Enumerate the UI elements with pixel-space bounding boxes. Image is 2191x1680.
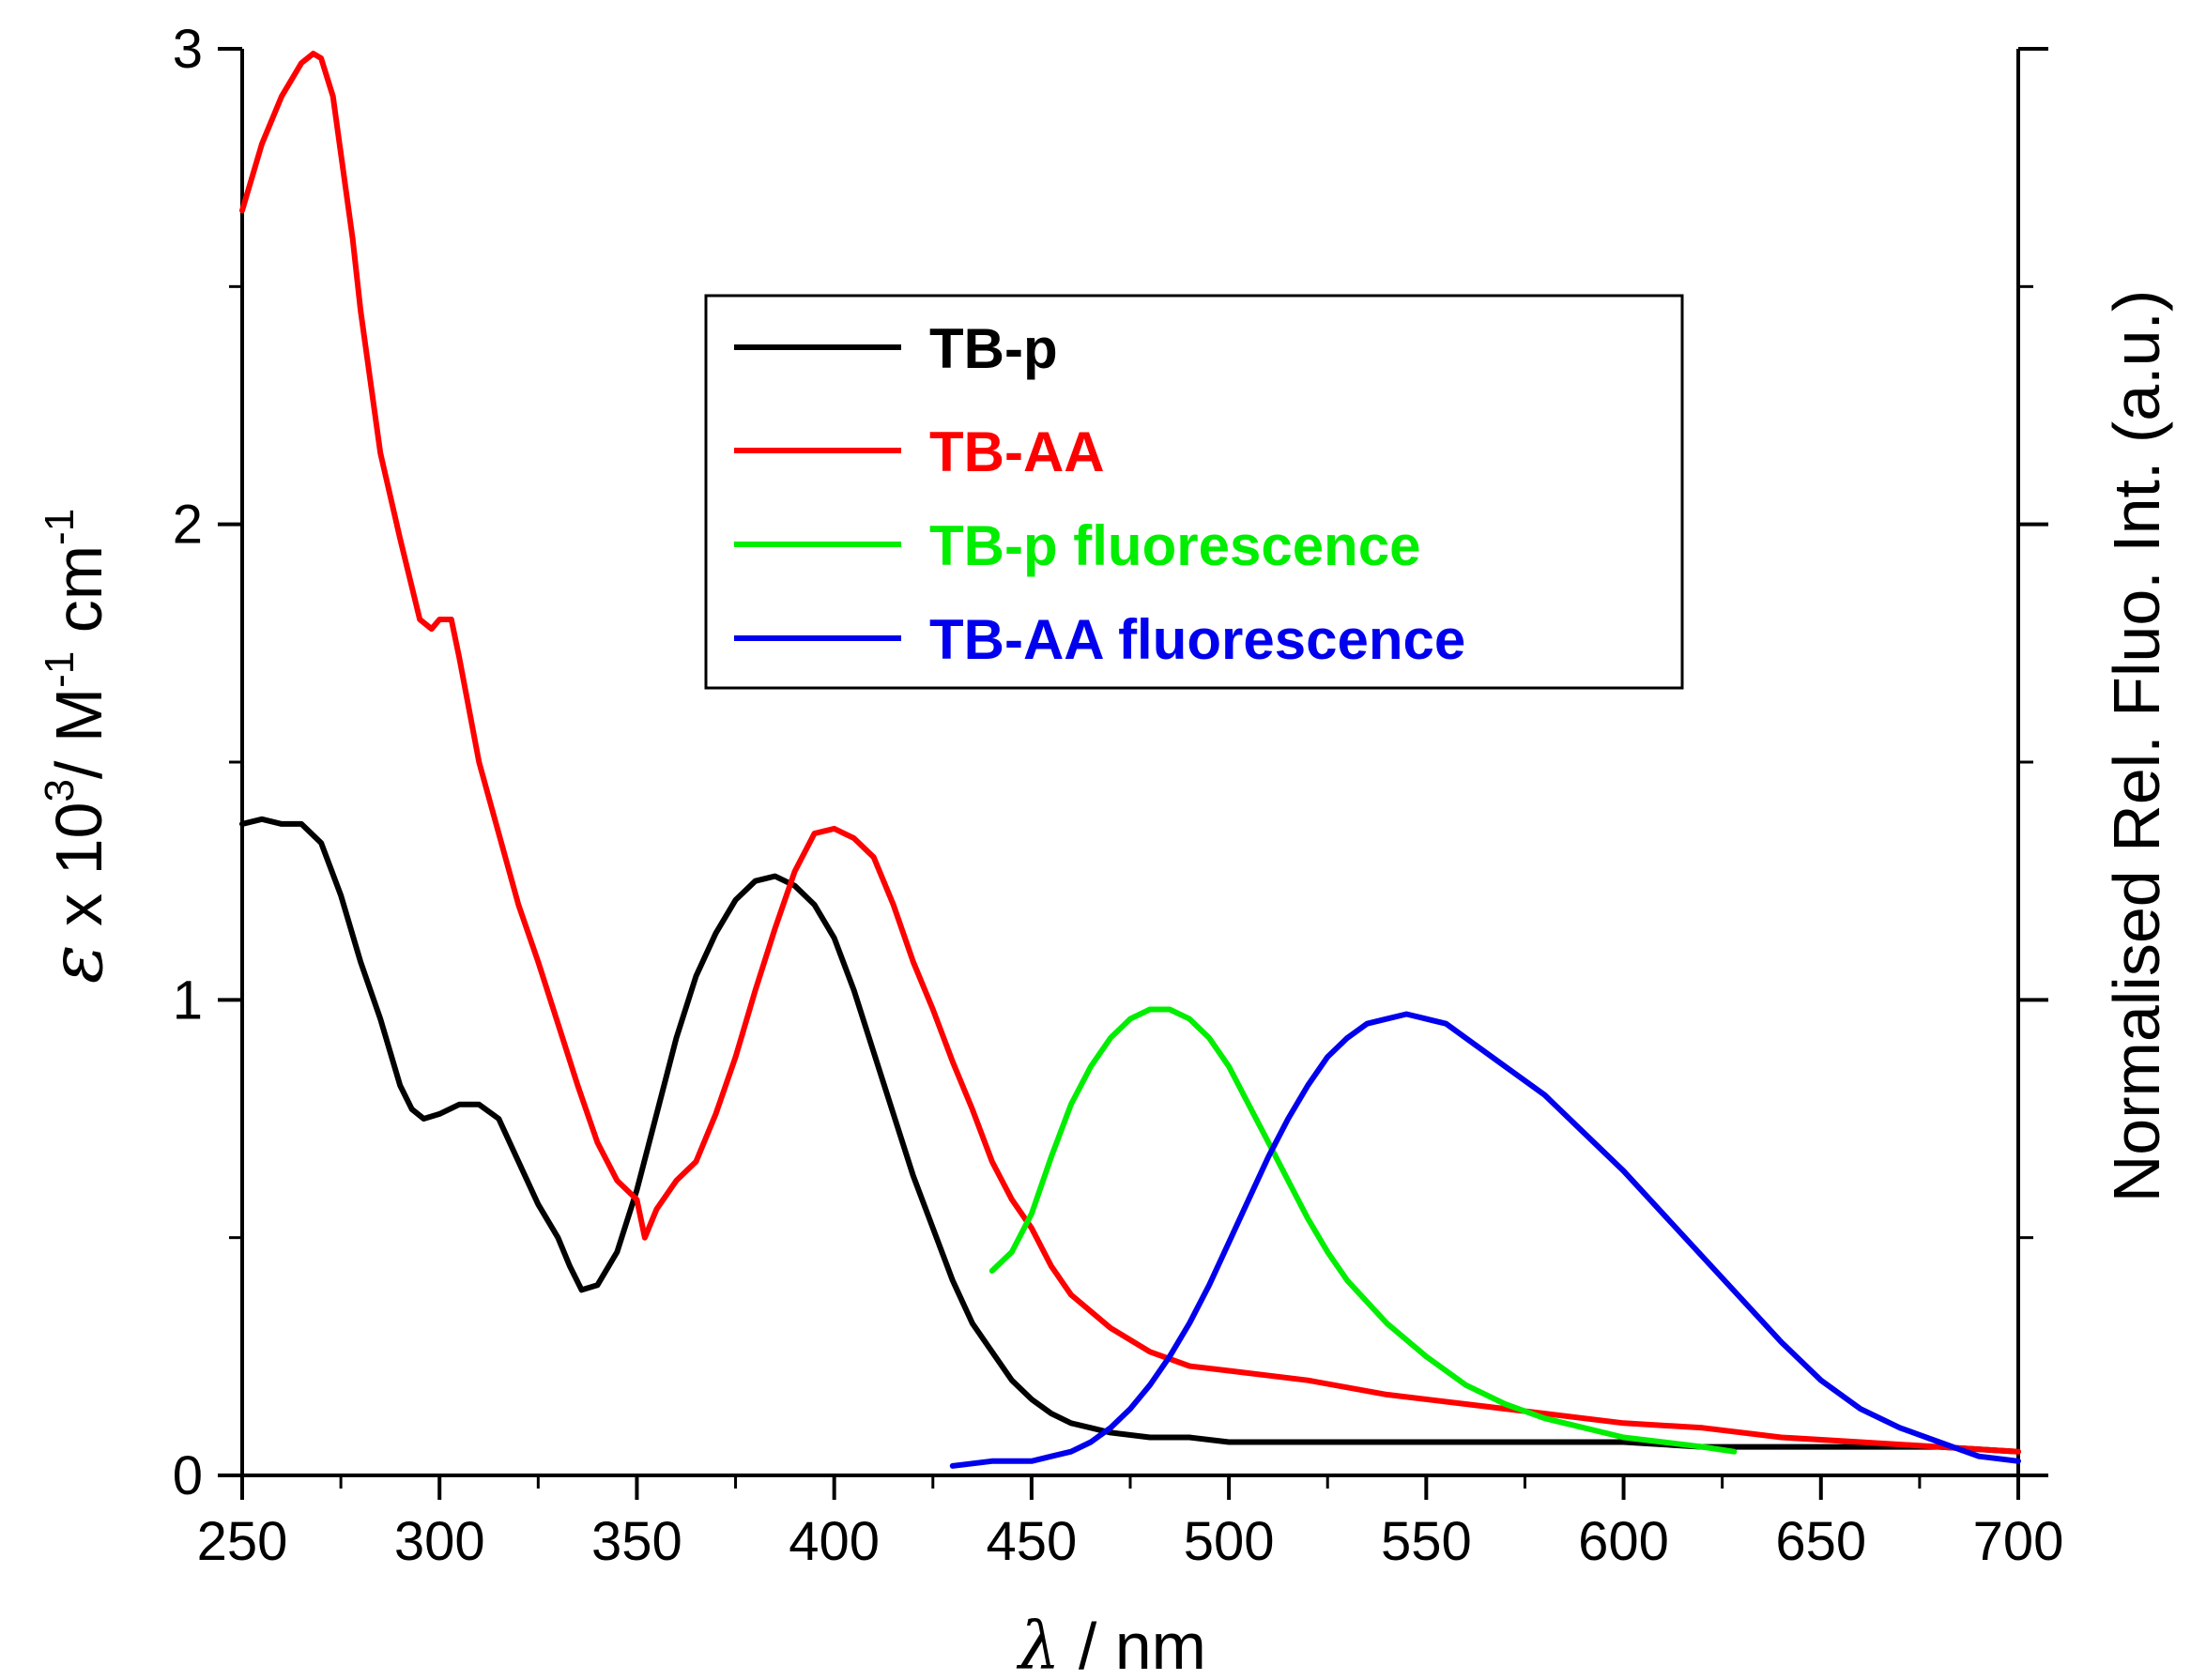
x-tick-label: 600 — [1578, 1511, 1669, 1572]
legend-label-tb-aa-fluorescence: TB-AA fluorescence — [929, 608, 1465, 671]
y-axis-left: 0 1 2 3 — [173, 19, 242, 1506]
x-tick-label: 300 — [394, 1511, 485, 1572]
x-axis-symbol: λ — [1016, 1608, 1060, 1680]
y-left-sup3: -1 — [37, 509, 83, 545]
y-left-sup2: -1 — [37, 651, 83, 688]
x-tick-label: 400 — [789, 1511, 880, 1572]
x-tick-label: 450 — [986, 1511, 1077, 1572]
y-left-part3: cm — [42, 545, 115, 651]
y-left-part2: / M — [42, 688, 115, 779]
y-axis-right-label: Normalised Rel. Fluo. Int. (a.u.) — [2100, 290, 2173, 1203]
y-left-tick-label: 1 — [173, 970, 203, 1031]
series-line-tb-aa-fluorescence — [949, 1011, 2021, 1469]
plot-frame — [240, 49, 2048, 1477]
series-layer — [239, 51, 2021, 1469]
legend-box — [704, 294, 1684, 690]
series-line-tb-p — [239, 816, 2021, 1455]
x-tick-label: 650 — [1775, 1511, 1866, 1572]
x-axis: 250 300 350 400 450 500 550 600 650 700 — [197, 1475, 2064, 1572]
y-axis-right — [2018, 47, 2048, 1477]
series-line-tb-aa — [239, 51, 2021, 1455]
legend-label-tb-p: TB-p — [929, 317, 1058, 380]
legend-label-tb-aa: TB-AA — [929, 420, 1105, 483]
y-axis-left-label: ε x 103/ M-1 cm-1 — [35, 509, 119, 984]
x-tick-label: 350 — [591, 1511, 682, 1572]
y-left-symbol: ε — [35, 944, 119, 984]
x-tick-label: 250 — [197, 1511, 288, 1572]
x-tick-label: 550 — [1381, 1511, 1472, 1572]
y-left-part1: x 10 — [42, 802, 115, 945]
x-tick-label: 500 — [1184, 1511, 1275, 1572]
series-line-tb-p-fluorescence — [988, 1006, 1738, 1455]
legend-label-tb-p-fluorescence: TB-p fluorescence — [929, 514, 1420, 577]
legend: TB-p TB-AA TB-p fluorescence TB-AA fluoresc… — [704, 294, 1684, 690]
x-axis-unit: / nm — [1060, 1610, 1206, 1680]
y-left-tick-label: 3 — [173, 19, 203, 80]
x-tick-label: 700 — [1973, 1511, 2064, 1572]
y-left-tick-label: 0 — [173, 1445, 203, 1506]
y-left-sup1: 3 — [37, 779, 83, 802]
y-left-tick-label: 2 — [173, 495, 203, 556]
x-axis-label: λ / nm — [1016, 1608, 1206, 1680]
